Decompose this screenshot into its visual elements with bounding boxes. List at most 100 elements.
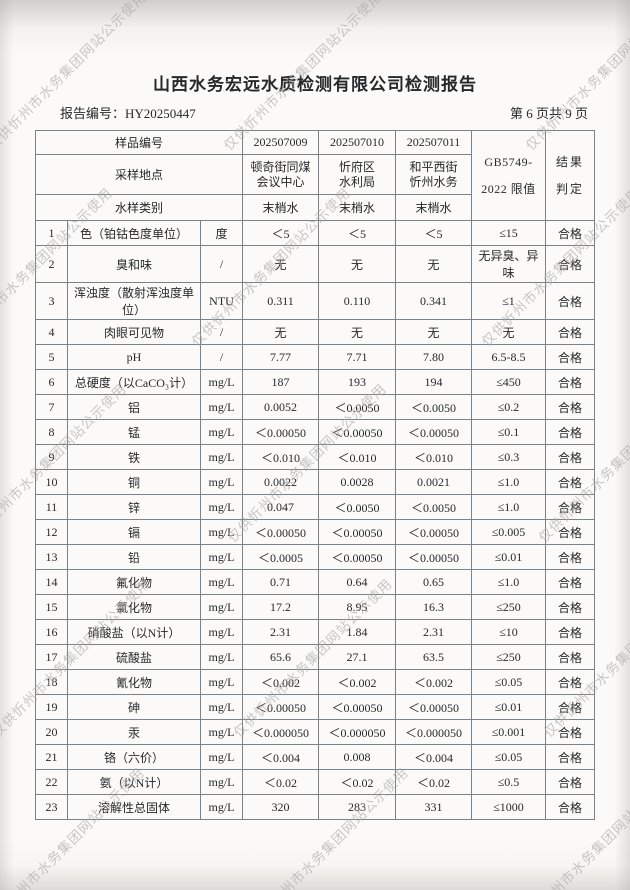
cell-limit: ≤0.05 (471, 669, 546, 695)
cell-unit: mg/L (200, 469, 243, 495)
cell-value-2: 8.95 (318, 594, 396, 620)
cell-name: 汞 (67, 719, 201, 745)
header-row-location: 采样地点 顿奇街同煤 会议中心 忻府区 水利局 和平西街 忻州水务 (35, 154, 595, 195)
cell-value-2: 无 (318, 319, 396, 345)
cell-name: 硫酸盐 (67, 644, 201, 670)
table-row: 12 镉 mg/L ＜0.00050 ＜0.00050 ＜0.00050 ≤0.005 合格 (35, 519, 595, 545)
cell-unit: mg/L (200, 669, 243, 695)
cell-unit: mg/L (200, 594, 243, 620)
cell-no: 14 (35, 569, 68, 595)
cell-value-3: ＜0.02 (395, 769, 472, 795)
cell-name: 溶解性总固体 (67, 794, 201, 820)
cell-result: 合格 (545, 394, 595, 420)
cell-value-1: ＜0.002 (242, 669, 319, 695)
cell-limit: ≤1.0 (471, 569, 546, 595)
cell-value-1: ＜0.00050 (242, 419, 319, 445)
header-location-label: 采样地点 (35, 154, 243, 195)
cell-value-2: 无 (318, 245, 396, 283)
table-row: 15 氯化物 mg/L 17.2 8.95 16.3 ≤250 合格 (35, 594, 595, 620)
cell-value-1: 65.6 (242, 644, 319, 670)
cell-value-3: 0.65 (395, 569, 472, 595)
table-row: 1 色（铂钴色度单位）度＜5 ＜5 ＜5 ≤15 合格 (35, 220, 595, 246)
cell-value-3: ＜0.0050 (395, 394, 472, 420)
cell-result: 合格 (545, 619, 595, 645)
cell-value-2: 193 (318, 369, 396, 395)
table-row: 11 锌 mg/L 0.047 ＜0.0050 ＜0.0050 ≤1.0 合格 (35, 494, 595, 520)
cell-value-1: 17.2 (242, 594, 319, 620)
cell-no: 5 (35, 344, 68, 370)
cell-value-1: ＜5 (242, 220, 319, 246)
table-row: 8 锰 mg/L ＜0.00050 ＜0.00050 ＜0.00050 ≤0.1 合格 (35, 419, 595, 445)
cell-unit: mg/L (200, 519, 243, 545)
cell-value-3: ＜0.00050 (395, 519, 472, 545)
cell-value-3: 0.341 (395, 282, 472, 320)
cell-limit: ≤15 (471, 220, 546, 246)
cell-no: 8 (35, 419, 68, 445)
cell-value-2: 0.0028 (318, 469, 396, 495)
cell-no: 17 (35, 644, 68, 670)
cell-no: 15 (35, 594, 68, 620)
table-row: 17 硫酸盐 mg/L 65.6 27.1 63.5 ≤250 合格 (35, 644, 595, 670)
cell-unit: mg/L (200, 619, 243, 645)
cell-value-1: 187 (242, 369, 319, 395)
cell-name: pH (67, 344, 201, 370)
cell-limit: ≤0.005 (471, 519, 546, 545)
cell-value-1: ＜0.0005 (242, 544, 319, 570)
cell-name: 铬（六价） (67, 744, 201, 770)
cell-result: 合格 (545, 744, 595, 770)
cell-name: 锰 (67, 419, 201, 445)
cell-value-2: ＜0.0050 (318, 394, 396, 420)
cell-unit: mg/L (200, 769, 243, 795)
cell-name: 铝 (67, 394, 201, 420)
cell-no: 9 (35, 444, 68, 470)
cell-result: 合格 (545, 569, 595, 595)
cell-no: 3 (35, 282, 68, 320)
cell-limit: ≤450 (471, 369, 546, 395)
cell-result: 合格 (545, 220, 595, 246)
cell-limit: 无 (471, 319, 546, 345)
header-sample-id-label: 样品编号 (35, 130, 243, 155)
cell-result: 合格 (545, 444, 595, 470)
cell-limit: ≤10 (471, 619, 546, 645)
cell-result: 合格 (545, 544, 595, 570)
cell-unit: mg/L (200, 494, 243, 520)
cell-result: 合格 (545, 469, 595, 495)
cell-value-3: 无 (395, 319, 472, 345)
table-row: 2 臭和味 / 无无无无异臭、异味 合格 (35, 245, 595, 283)
table-row: 9 铁 mg/L ＜0.010 ＜0.010 ＜0.010 ≤0.3 合格 (35, 444, 595, 470)
cell-limit: ≤0.1 (471, 419, 546, 445)
sample-id-3: 202507011 (395, 130, 472, 155)
location-1: 顿奇街同煤 会议中心 (242, 154, 319, 195)
cell-value-1: 0.047 (242, 494, 319, 520)
cell-limit: ≤0.5 (471, 769, 546, 795)
table-row: 5 pH/7.77 7.71 7.80 6.5-8.5 合格 (35, 344, 595, 370)
cell-result: 合格 (545, 719, 595, 745)
cell-value-3: ＜0.00050 (395, 544, 472, 570)
header-row-water-type: 水样类别 末梢水 末梢水 末梢水 (35, 194, 595, 221)
cell-value-3: 无 (395, 245, 472, 283)
cell-no: 20 (35, 719, 68, 745)
cell-value-1: ＜0.00050 (242, 519, 319, 545)
sample-id-2: 202507010 (318, 130, 396, 155)
cell-value-3: ＜0.004 (395, 744, 472, 770)
cell-unit: mg/L (200, 719, 243, 745)
cell-result: 合格 (545, 369, 595, 395)
cell-limit: ≤1.0 (471, 494, 546, 520)
cell-value-1: ＜0.02 (242, 769, 319, 795)
cell-value-1: 2.31 (242, 619, 319, 645)
water-type-3: 末梢水 (395, 194, 472, 221)
cell-result: 合格 (545, 644, 595, 670)
cell-result: 合格 (545, 519, 595, 545)
cell-result: 合格 (545, 594, 595, 620)
cell-no: 13 (35, 544, 68, 570)
cell-limit: ≤0.05 (471, 744, 546, 770)
cell-unit: mg/L (200, 419, 243, 445)
table-row: 14 氟化物 mg/L 0.71 0.64 0.65 ≤1.0 合格 (35, 569, 595, 595)
cell-name: 肉眼可见物 (67, 319, 201, 345)
cell-value-1: 0.0052 (242, 394, 319, 420)
cell-value-3: ＜0.002 (395, 669, 472, 695)
cell-unit: mg/L (200, 544, 243, 570)
cell-value-3: ＜0.00050 (395, 419, 472, 445)
cell-limit: ≤250 (471, 594, 546, 620)
